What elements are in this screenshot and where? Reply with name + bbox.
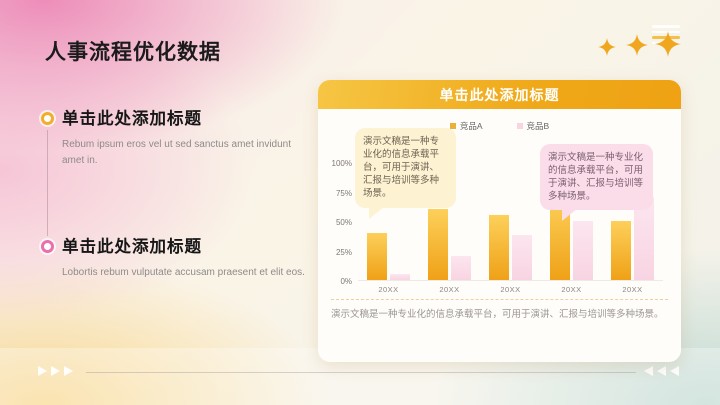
legend-label: 竞品A <box>459 121 483 131</box>
legend-swatch <box>516 123 523 129</box>
bar-竞品A <box>367 232 387 280</box>
bar-group: 20XX <box>419 163 480 294</box>
y-axis: 100% 75% 50% 25% 0% <box>320 159 352 286</box>
y-axis-tick: 100% <box>331 159 352 168</box>
section-title: 单击此处添加标题 <box>62 238 202 256</box>
legend-label: 竞品B <box>526 121 550 131</box>
section-item-1: 单击此处添加标题 Rebum ipsum eros vel ut sed san… <box>62 105 312 168</box>
bar-竞品A <box>428 209 448 280</box>
backward-arrows-icon <box>644 366 679 376</box>
footer-line <box>86 372 636 373</box>
x-axis-label: 20XX <box>378 285 399 294</box>
bar-group: 20XX <box>602 163 663 294</box>
bar-竞品A <box>611 221 631 280</box>
legend-item: 竞品B <box>516 120 550 132</box>
x-axis-label: 20XX <box>622 285 643 294</box>
speech-bubble-pink: 演示文稿是一种专业化的信息承载平台，可用于演讲、汇报与培训等多种场景。 <box>540 144 653 222</box>
forward-arrows-icon <box>38 366 73 376</box>
x-axis-label: 20XX <box>500 285 521 294</box>
chart-caption: 演示文稿是一种专业化的信息承载平台，可用于演讲、汇报与培训等多种场景。 <box>331 309 664 320</box>
section-body: Rebum ipsum eros vel ut sed sanctus amet… <box>62 139 291 166</box>
sparkle-icon <box>626 34 648 56</box>
legend-item: 竞品A <box>449 120 483 132</box>
connector-line <box>47 130 48 236</box>
bar-竞品B <box>512 235 532 280</box>
x-axis-label: 20XX <box>561 285 582 294</box>
page-title: 人事流程优化数据 <box>45 41 221 64</box>
dashed-divider <box>331 299 668 300</box>
bar-竞品B <box>390 274 410 280</box>
y-axis-tick: 75% <box>335 188 352 198</box>
section-title: 单击此处添加标题 <box>62 110 202 128</box>
sparkle-icon <box>598 38 616 56</box>
card-title: 单击此处添加标题 <box>318 80 681 109</box>
section-body: Lobortis rebum vulputate accusam praesen… <box>62 267 305 278</box>
bar-竞品A <box>489 215 509 280</box>
bar-竞品B <box>451 256 471 280</box>
section-item-2: 单击此处添加标题 Lobortis rebum vulputate accusa… <box>62 233 312 281</box>
bar-竞品B <box>634 197 654 280</box>
y-axis-tick: 0% <box>340 277 352 286</box>
bullet-marker-pink <box>41 240 54 253</box>
chart-card: 单击此处添加标题 竞品A 竞品B 100% 75% 50% 25% 0% 20XX 20XX… <box>318 80 681 362</box>
bar-group: 20XX <box>480 163 541 294</box>
legend-swatch <box>449 123 456 129</box>
y-axis-tick: 50% <box>335 218 352 227</box>
x-axis-label: 20XX <box>439 285 460 294</box>
bar-group: 20XX <box>358 163 419 294</box>
y-axis-tick: 25% <box>335 247 352 257</box>
bar-竞品B <box>573 221 593 280</box>
sparkle-icon <box>655 31 681 57</box>
speech-bubble-yellow: 演示文稿是一种专业化的信息承载平台，可用于演讲、汇报与培训等多种场景。 <box>355 128 456 219</box>
bullet-marker-gold <box>41 112 54 125</box>
chart-legend: 竞品A 竞品B <box>318 120 681 132</box>
